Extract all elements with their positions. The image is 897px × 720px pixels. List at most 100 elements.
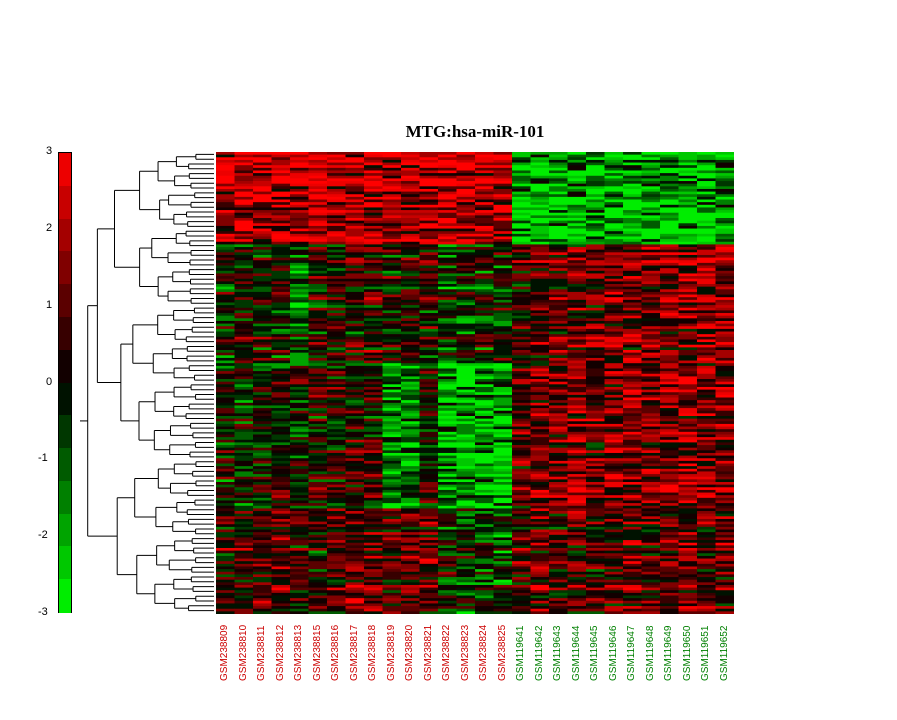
heatmap-cell (641, 386, 661, 390)
heatmap-cell (549, 286, 568, 290)
heatmap-cell (364, 521, 383, 525)
heatmap-cell (660, 582, 679, 586)
heatmap-cell (253, 265, 272, 269)
heatmap-cell (364, 590, 383, 594)
heatmap-cell (549, 442, 568, 446)
heatmap-cell (604, 305, 624, 309)
heatmap-cell (327, 159, 346, 163)
heatmap-cell (308, 534, 328, 538)
heatmap-cell (715, 199, 734, 203)
heatmap-cell (438, 526, 457, 530)
heatmap-cell (604, 284, 624, 288)
heatmap-cell (586, 508, 605, 512)
heatmap-cell (308, 191, 328, 195)
heatmap-cell (216, 574, 235, 578)
heatmap-cell (493, 223, 513, 227)
heatmap-cell (512, 199, 531, 203)
heatmap-cell (382, 357, 402, 361)
heatmap-cell (493, 381, 513, 385)
heatmap-cell (308, 429, 328, 433)
heatmap-cell (493, 416, 513, 420)
heatmap-cell (697, 204, 716, 208)
heatmap-cell (345, 584, 365, 588)
heatmap-cell (438, 254, 457, 258)
heatmap-cell (697, 397, 716, 401)
heatmap-cell (308, 582, 328, 586)
heatmap-cell (586, 532, 605, 536)
heatmap-cell (345, 463, 365, 467)
heatmap-cell (364, 291, 383, 295)
heatmap-cell (475, 297, 494, 301)
heatmap-cell (456, 505, 476, 509)
heatmap-cell (678, 186, 698, 190)
heatmap-cell (678, 505, 698, 509)
heatmap-cell (512, 257, 531, 261)
heatmap-cell (401, 548, 420, 552)
heatmap-cell (271, 291, 291, 295)
heatmap-cell (715, 511, 734, 515)
heatmap-cell (308, 526, 328, 530)
heatmap-cell (493, 207, 513, 211)
heatmap-cell (678, 553, 698, 557)
heatmap-cell (512, 194, 531, 198)
heatmap-cell (697, 291, 716, 295)
heatmap-cell (308, 497, 328, 501)
heatmap-cell (641, 334, 661, 338)
heatmap-cell (530, 181, 550, 185)
heatmap-cell (290, 400, 309, 404)
heatmap-cell (678, 466, 698, 470)
heatmap-cell (382, 434, 402, 438)
heatmap-cell (234, 326, 254, 330)
heatmap-cell (697, 555, 716, 559)
heatmap-cell (697, 400, 716, 404)
heatmap-cell (382, 476, 402, 480)
heatmap-cell (493, 508, 513, 512)
heatmap-cell (216, 270, 235, 274)
heatmap-cell (586, 418, 605, 422)
heatmap-cell (697, 584, 716, 588)
heatmap-cell (401, 165, 420, 169)
heatmap-cell (475, 178, 494, 182)
heatmap-cell (623, 323, 642, 327)
heatmap-cell (216, 587, 235, 591)
heatmap-cell (234, 305, 254, 309)
heatmap-cell (678, 276, 698, 280)
heatmap-cell (345, 482, 365, 486)
heatmap-cell (530, 286, 550, 290)
heatmap-cell (271, 500, 291, 504)
heatmap-cell (697, 228, 716, 232)
heatmap-cell (641, 431, 661, 435)
heatmap-cell (438, 357, 457, 361)
heatmap-cell (678, 408, 698, 412)
heatmap-cell (512, 247, 531, 251)
heatmap-cell (475, 313, 494, 317)
heatmap-cell (345, 439, 365, 443)
heatmap-cell (586, 468, 605, 472)
heatmap-cell (678, 371, 698, 375)
heatmap-cell (271, 587, 291, 591)
heatmap-cell (419, 191, 439, 195)
heatmap-cell (271, 389, 291, 393)
heatmap-cell (567, 487, 587, 491)
heatmap-cell (271, 344, 291, 348)
heatmap-cell (234, 284, 254, 288)
heatmap-cell (697, 373, 716, 377)
color-scale-tick-label: 1 (46, 298, 53, 311)
heatmap-cell (290, 257, 309, 261)
heatmap-cell (475, 252, 494, 256)
heatmap-cell (308, 207, 328, 211)
heatmap-cell (660, 363, 679, 367)
heatmap-cell (345, 579, 365, 583)
heatmap-cell (678, 220, 698, 224)
heatmap-cell (623, 334, 642, 338)
heatmap-cell (308, 416, 328, 420)
heatmap-cell (604, 455, 624, 459)
heatmap-cell (549, 357, 568, 361)
heatmap-cell (216, 239, 235, 243)
heatmap-cell (271, 474, 291, 478)
heatmap-cell (604, 220, 624, 224)
heatmap-cell (364, 540, 383, 544)
heatmap-cell (678, 191, 698, 195)
heatmap-cell (456, 352, 476, 356)
heatmap-cell (512, 368, 531, 372)
